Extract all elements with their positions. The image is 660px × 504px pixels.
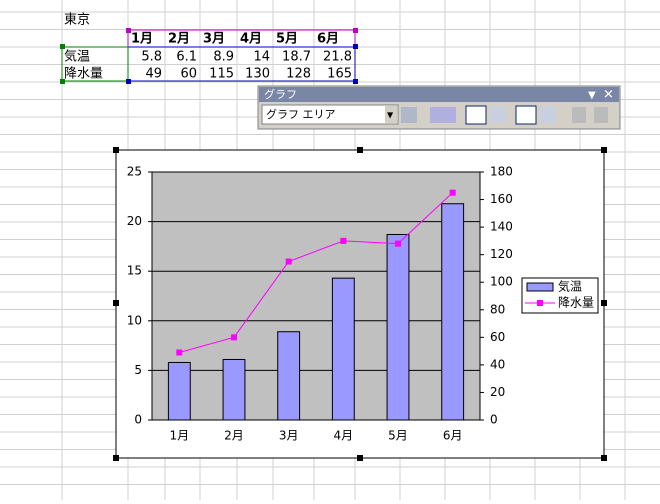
x-tick-label: 1月 <box>170 429 190 443</box>
close-button[interactable]: ✕ <box>603 88 614 103</box>
y2-tick-label: 60 <box>490 330 505 344</box>
chart-handles <box>113 147 607 461</box>
cell-value: 60 <box>180 67 197 82</box>
column-header: 2月 <box>168 32 190 47</box>
handles <box>126 28 358 33</box>
marker <box>285 258 292 265</box>
y-tick-label: 0 <box>134 413 142 427</box>
y2-tick-label: 20 <box>490 385 505 399</box>
y2-tick-label: 180 <box>490 165 513 179</box>
dropdown-text: グラフ エリア <box>266 107 336 121</box>
y-tick-label: 5 <box>134 363 142 377</box>
bar <box>331 277 355 421</box>
table-button[interactable] <box>490 107 506 123</box>
by-col-button[interactable] <box>540 107 556 123</box>
cell-value: 14 <box>253 50 270 65</box>
y2-tick-label: 120 <box>490 247 513 261</box>
cell-value: 18.7 <box>282 50 311 65</box>
y2-tick-label: 40 <box>490 357 505 371</box>
handles <box>60 44 65 84</box>
y2-tick-label: 100 <box>490 275 513 289</box>
cell-value: 165 <box>327 67 352 82</box>
dropdown-arrow[interactable] <box>385 106 397 123</box>
label-border <box>61 46 129 82</box>
x-tick-label: 2月 <box>224 429 244 443</box>
marker <box>395 240 401 247</box>
by-row-button[interactable] <box>515 105 537 125</box>
line <box>179 192 454 353</box>
cell-value: 5.8 <box>141 50 162 65</box>
marker <box>449 189 456 196</box>
cell-value: 115 <box>209 67 234 82</box>
column-header: 5月 <box>276 32 298 47</box>
cell-value: 128 <box>286 67 311 82</box>
format-button[interactable] <box>401 107 417 123</box>
angle-button[interactable] <box>572 107 586 123</box>
x-tick-label: 6月 <box>443 429 463 443</box>
legend-swatch <box>537 300 543 306</box>
cell-value: 130 <box>245 67 270 82</box>
column-header: 6月 <box>317 32 339 47</box>
bar <box>441 203 465 421</box>
cell-value: 6.1 <box>176 50 197 65</box>
y-tick-label: 20 <box>127 214 142 228</box>
y2-tick-label: 160 <box>490 192 513 206</box>
column-header: 4月 <box>240 32 262 47</box>
angle-button[interactable] <box>594 107 608 123</box>
cell-value: 8.9 <box>213 50 234 65</box>
y2-tick-label: 80 <box>490 302 505 316</box>
y2-tick-label: 0 <box>490 413 498 427</box>
marker <box>231 334 237 341</box>
toolbar-title: グラフ <box>264 87 297 101</box>
cell-value: 49 <box>145 67 162 82</box>
x-tick-label: 3月 <box>279 429 299 443</box>
x-tick-label: 4月 <box>334 429 354 443</box>
chart-type-button[interactable] <box>430 107 456 123</box>
y-tick-label: 15 <box>127 264 142 278</box>
bar <box>167 361 191 421</box>
marker <box>340 237 347 244</box>
handles <box>126 44 358 84</box>
dropdown[interactable] <box>261 104 399 125</box>
svg-text:▼: ▼ <box>387 111 394 120</box>
legend-swatch <box>526 282 554 292</box>
row-label: 気温 <box>64 49 90 65</box>
legend-label: 降水量 <box>558 296 594 310</box>
sheet-title: 東京 <box>64 12 90 28</box>
y-tick-label: 10 <box>127 313 142 327</box>
column-header: 1月 <box>131 32 153 47</box>
marker <box>176 349 183 356</box>
legend-button[interactable] <box>465 105 487 125</box>
column-header: 3月 <box>203 32 225 47</box>
y2-tick-label: 140 <box>490 220 513 234</box>
toolbar: グラフ ▼ ✕ グラフ エリア ▼ <box>257 85 621 130</box>
y-tick-label: 25 <box>127 165 142 179</box>
menu-arrow[interactable]: ▼ <box>588 90 596 101</box>
x-tick-label: 5月 <box>388 429 408 443</box>
row-label: 降水量 <box>64 67 103 82</box>
legend-label: 気温 <box>558 279 582 294</box>
bar <box>277 331 301 421</box>
cell-value: 21.8 <box>323 50 352 65</box>
bar <box>222 358 246 421</box>
plot-area <box>151 171 481 421</box>
bar <box>386 233 410 421</box>
